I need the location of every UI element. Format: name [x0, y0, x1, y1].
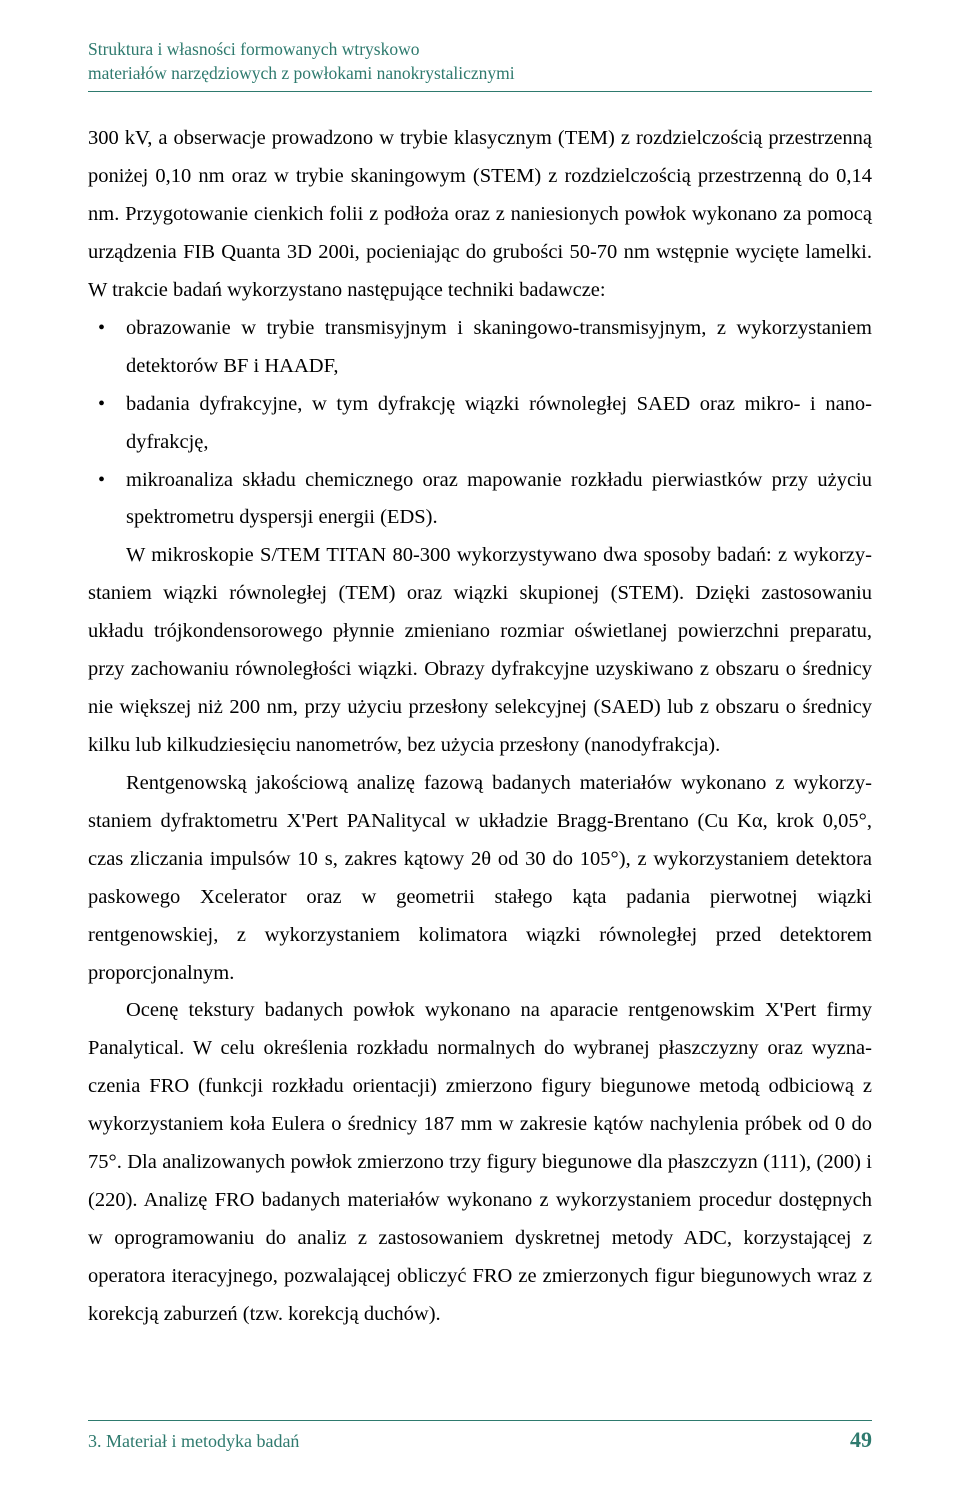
- bullet-item: obrazowanie w trybie transmisyjnym i ska…: [88, 310, 872, 386]
- header-divider: [88, 91, 872, 92]
- footer-divider: [88, 1420, 872, 1421]
- page-header: Struktura i własności formowanych wtrysk…: [88, 38, 872, 85]
- bullet-list: obrazowanie w trybie transmisyjnym i ska…: [88, 310, 872, 538]
- footer-row: 3. Materiał i metodyka badań 49: [88, 1427, 872, 1453]
- paragraph-4: Ocenę tekstury badanych powłok wykonano …: [88, 992, 872, 1333]
- header-line-2: materiałów narzędziowych z powłokami nan…: [88, 62, 872, 86]
- page-number: 49: [850, 1427, 872, 1453]
- footer-section-label: 3. Materiał i metodyka badań: [88, 1431, 299, 1452]
- body-content: 300 kV, a obserwacje prowadzono w trybie…: [88, 120, 872, 1334]
- paragraph-1: 300 kV, a obserwacje prowadzono w trybie…: [88, 120, 872, 310]
- bullet-item: mikroanaliza składu chemicznego oraz map…: [88, 462, 872, 538]
- paragraph-2: W mikroskopie S/TEM TITAN 80-300 wykorzy…: [88, 537, 872, 765]
- header-line-1: Struktura i własności formowanych wtrysk…: [88, 38, 872, 62]
- page-footer: 3. Materiał i metodyka badań 49: [88, 1420, 872, 1453]
- paragraph-3: Rentgenowską jakościową analizę fazową b…: [88, 765, 872, 993]
- bullet-item: badania dyfrakcyjne, w tym dyfrakcję wią…: [88, 386, 872, 462]
